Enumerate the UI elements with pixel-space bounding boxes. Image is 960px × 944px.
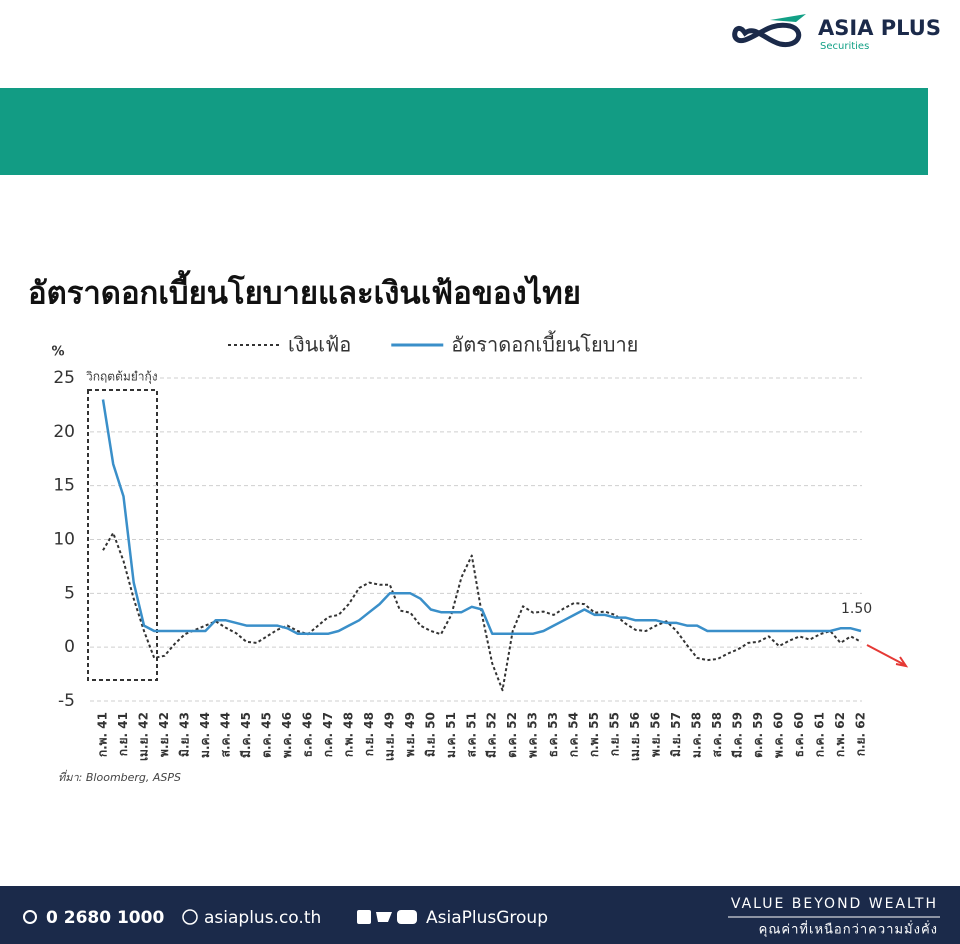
logo-name: ASIA PLUS: [818, 16, 941, 40]
slogan: VALUE BEYOND WEALTH: [731, 896, 938, 912]
source: ที่มา: Bloomberg, ASPS: [58, 769, 181, 784]
x-tick-label: ส.ค. 44: [218, 712, 232, 757]
x-tick-label: มิ.ย. 43: [177, 712, 191, 757]
phone: 0 2680 1000: [46, 908, 164, 928]
x-tick-label: ธ.ค. 60: [792, 712, 806, 757]
web-icon: [182, 909, 198, 925]
series-line: [102, 532, 862, 692]
x-tick-label: ธ.ค. 53: [546, 712, 560, 757]
x-tick-label: เม.ย. 49: [382, 712, 396, 761]
x-tick-label: พ.ย. 42: [157, 712, 171, 757]
y-tick-label: 15: [53, 476, 75, 496]
footer-band: [0, 886, 960, 944]
x-tick-label: ก.ย. 55: [608, 712, 622, 756]
x-tick-label: มี.ค. 59: [731, 712, 745, 758]
y-tick-label: -5: [58, 691, 75, 711]
y-tick-label: 0: [64, 637, 75, 657]
x-tick-label: ก.ย. 41: [116, 712, 130, 756]
y-axis-label: %: [51, 345, 64, 360]
crisis-box: [87, 389, 158, 681]
x-tick-label: ม.ค. 58: [690, 712, 704, 758]
x-tick-label: ก.ค. 61: [813, 712, 827, 757]
x-tick-label: ต.ค. 59: [751, 712, 765, 758]
y-tick-label: 5: [64, 583, 75, 603]
x-tick-label: มิ.ย. 50: [423, 712, 437, 757]
y-tick-label: 20: [53, 422, 75, 442]
x-tick-label: มิ.ย. 57: [669, 712, 683, 757]
x-tick-label: ต.ค. 45: [259, 712, 273, 758]
y-tick-label: 10: [53, 530, 75, 550]
x-tick-label: ก.พ. 48: [341, 712, 355, 757]
y-tick-label: 25: [53, 368, 75, 388]
x-tick-label: ส.ค. 51: [464, 712, 478, 757]
twitter-icon: [376, 912, 392, 922]
x-tick-label: ก.พ. 62: [833, 712, 847, 757]
legend-label: เงินเฟ้อ: [288, 333, 351, 357]
x-tick-label: เม.ย. 42: [136, 712, 150, 761]
x-tick-label: พ.ค. 60: [772, 712, 786, 758]
x-tick-label: ม.ค. 51: [444, 712, 458, 758]
phone-icon: [23, 910, 37, 924]
x-tick-label: ก.พ. 41: [96, 712, 110, 757]
x-tick-label: ก.พ. 55: [587, 712, 601, 757]
x-tick-label: ก.ค. 47: [321, 712, 335, 757]
x-tick-label: ก.ค. 54: [567, 712, 581, 757]
x-tick-label: ส.ค. 58: [710, 712, 724, 757]
logo: ASIA PLUS Securities: [732, 14, 941, 52]
x-tick-label: พ.ค. 46: [280, 712, 294, 758]
legend-label: อัตราดอกเบี้ยนโยบาย: [451, 331, 638, 357]
x-tick-label: ก.ย. 48: [362, 712, 376, 756]
x-tick-label: พ.ย. 49: [403, 712, 417, 757]
chart-title: อัตราดอกเบี้ยนโยบายและเงินเฟ้อของไทย: [28, 270, 581, 312]
x-tick-label: พ.ค. 53: [526, 712, 540, 758]
x-tick-label: มี.ค. 52: [485, 712, 499, 758]
website: asiaplus.co.th: [204, 908, 321, 928]
header-band: [0, 88, 928, 175]
value-label: 1.50: [841, 601, 872, 617]
series-line: [101, 399, 862, 635]
trend-arrow: [866, 644, 909, 668]
x-tick-label: ต.ค. 52: [505, 712, 519, 758]
x-tick-label: ม.ค. 44: [198, 712, 212, 758]
annotation: วิกฤตต้มยำกุ้ง: [86, 370, 158, 385]
x-tick-label: มี.ค. 45: [239, 712, 253, 758]
youtube-icon: [397, 910, 417, 924]
x-tick-label: พ.ย. 56: [649, 712, 663, 757]
x-tick-label: เม.ย. 56: [628, 712, 642, 761]
slogan-thai: คุณค่าที่เหนือกว่าความมั่งคั่ง: [759, 921, 938, 938]
x-tick-label: ธ.ค. 46: [300, 712, 314, 757]
x-tick-label: ก.ย. 62: [854, 712, 868, 756]
social: AsiaPlusGroup: [426, 908, 548, 928]
facebook-icon: [357, 910, 371, 924]
logo-tagline: Securities: [820, 41, 869, 52]
